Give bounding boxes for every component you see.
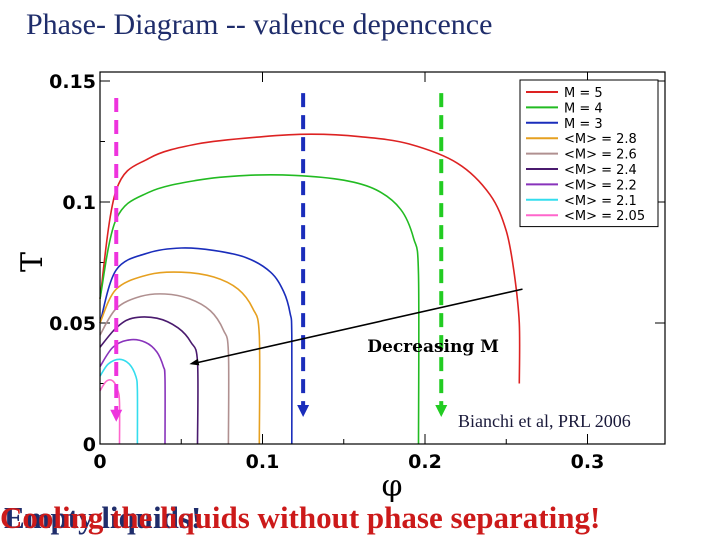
series-line [99, 358, 139, 445]
series-line [99, 316, 199, 445]
series-line [99, 293, 230, 445]
series-line [99, 247, 293, 445]
overlay-text-cooling: Cooling the liquids without phase separa… [0, 500, 601, 535]
slide-title: Phase- Diagram -- valence depencence [26, 8, 493, 41]
decreasing-m-arrow [197, 288, 523, 364]
y-tick-label: 0.1 [62, 192, 96, 214]
series-line [99, 271, 261, 445]
decreasing-m-arrow-head [189, 358, 200, 366]
citation-text: Bianchi et al, PRL 2006 [458, 411, 631, 431]
magenta-arrow-head [110, 409, 123, 422]
legend-label: <M> = 2.05 [564, 209, 645, 224]
vertical-markers [110, 93, 448, 422]
series-line [99, 338, 166, 445]
legend-label: <M> = 2.6 [564, 148, 637, 163]
legend-label: <M> = 2.8 [564, 132, 637, 147]
x-tick-label: 0.3 [571, 451, 605, 473]
legend-label: <M> = 2.1 [564, 194, 637, 209]
x-axis-label: φ [381, 469, 402, 504]
legend-label: <M> = 2.4 [564, 163, 637, 178]
decreasing-m-label: Decreasing M [367, 337, 499, 357]
x-tick-label: 0.1 [246, 451, 280, 473]
overlay-text-empty-liquids: Empty liquids! [4, 500, 202, 535]
y-tick-label: 0 [83, 434, 96, 456]
legend: M = 5M = 4M = 3<M> = 2.8<M> = 2.6<M> = 2… [519, 79, 659, 228]
green-arrow-head [435, 404, 448, 417]
legend-label: M = 4 [564, 101, 603, 116]
y-tick-label: 0.15 [49, 71, 96, 93]
legend-label: M = 5 [564, 86, 603, 101]
legend-label: M = 3 [564, 117, 603, 132]
x-ticks: 0 0.1 0.2 0.3 [93, 72, 604, 473]
x-tick-label: 0 [93, 451, 106, 473]
x-tick-label: 0.2 [408, 451, 442, 473]
plot-frame [99, 71, 666, 445]
blue-arrow-head [297, 404, 310, 417]
series-line [99, 133, 521, 384]
plot-border [99, 71, 666, 445]
annotation: Decreasing M [189, 288, 523, 366]
y-ticks: 0 0.05 0.1 0.15 [49, 71, 665, 456]
data-series [99, 133, 521, 445]
series-line [99, 174, 420, 445]
legend-label: <M> = 2.2 [564, 178, 637, 193]
y-axis-label: T [15, 252, 50, 272]
y-tick-label: 0.05 [49, 313, 96, 335]
